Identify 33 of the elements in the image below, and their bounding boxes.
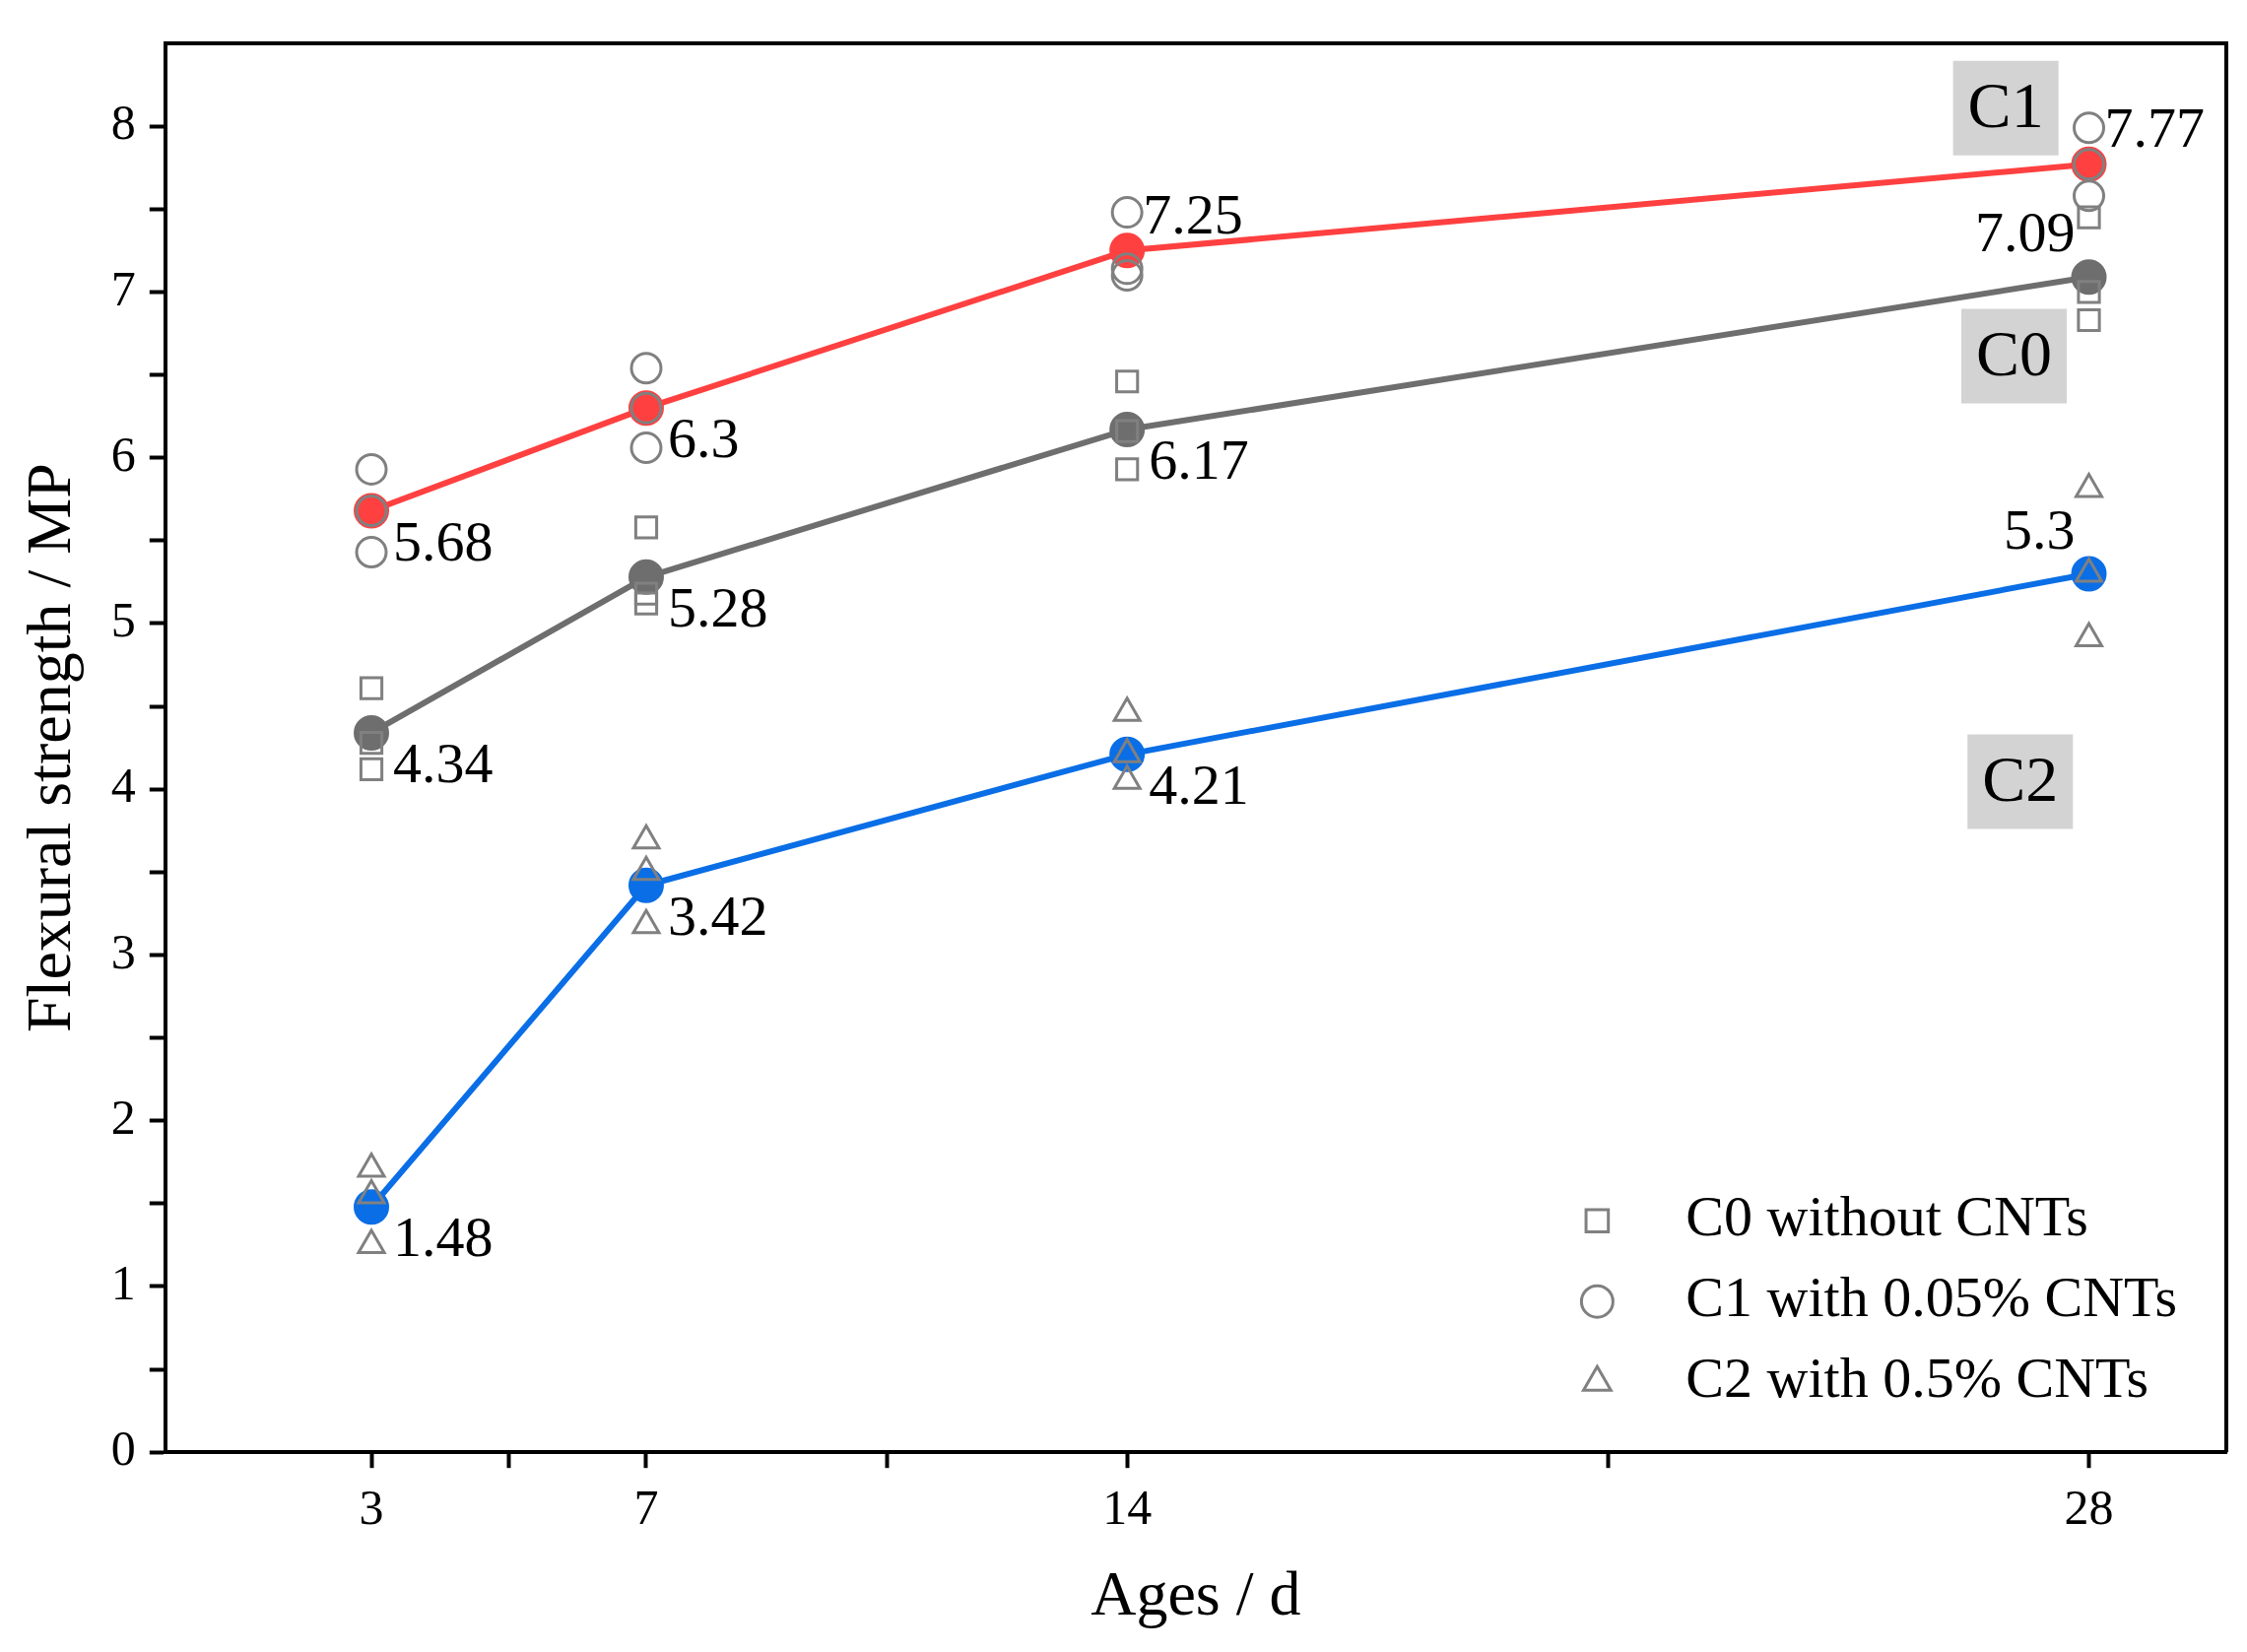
data-label: 3.42 <box>667 883 768 948</box>
x-tick-label: 28 <box>2064 1480 2114 1536</box>
x-tick-label: 14 <box>1102 1480 1153 1536</box>
data-label: 6.17 <box>1149 428 1249 493</box>
y-tick-label: 6 <box>110 426 136 482</box>
data-label: 5.68 <box>393 508 494 573</box>
annotation: C1 <box>1967 69 2044 142</box>
y-tick-label: 8 <box>110 95 136 151</box>
data-label: 4.21 <box>1149 753 1249 818</box>
data-label: 5.3 <box>2004 496 2076 562</box>
y-tick-label: 1 <box>110 1255 136 1311</box>
data-label: 5.28 <box>667 575 768 640</box>
y-tick-label: 4 <box>110 758 136 814</box>
x-tick-label: 3 <box>359 1480 384 1536</box>
y-tick-label: 7 <box>110 260 136 316</box>
legend-label: C0 without CNTs <box>1685 1184 2088 1249</box>
y-tick-label: 3 <box>110 923 136 979</box>
x-axis-title: Ages / d <box>1090 1558 1301 1629</box>
data-label: 1.48 <box>393 1205 494 1270</box>
x-tick-label: 7 <box>633 1480 659 1536</box>
legend-label: C1 with 0.05% CNTs <box>1685 1265 2177 1330</box>
y-axis-title: Flexural strength / MP <box>14 463 85 1032</box>
annotation: C2 <box>1982 742 2059 815</box>
y-tick-label: 0 <box>110 1421 136 1477</box>
data-label: 7.77 <box>2104 96 2206 161</box>
data-label: 7.09 <box>1975 200 2076 265</box>
legend-label: C2 with 0.5% CNTs <box>1685 1346 2148 1411</box>
data-label: 4.34 <box>393 731 494 796</box>
data-label: 7.25 <box>1143 181 1243 246</box>
y-tick-label: 2 <box>110 1089 136 1145</box>
annotation: C0 <box>1975 316 2053 389</box>
y-tick-label: 5 <box>110 592 136 648</box>
data-label: 6.3 <box>667 406 740 471</box>
